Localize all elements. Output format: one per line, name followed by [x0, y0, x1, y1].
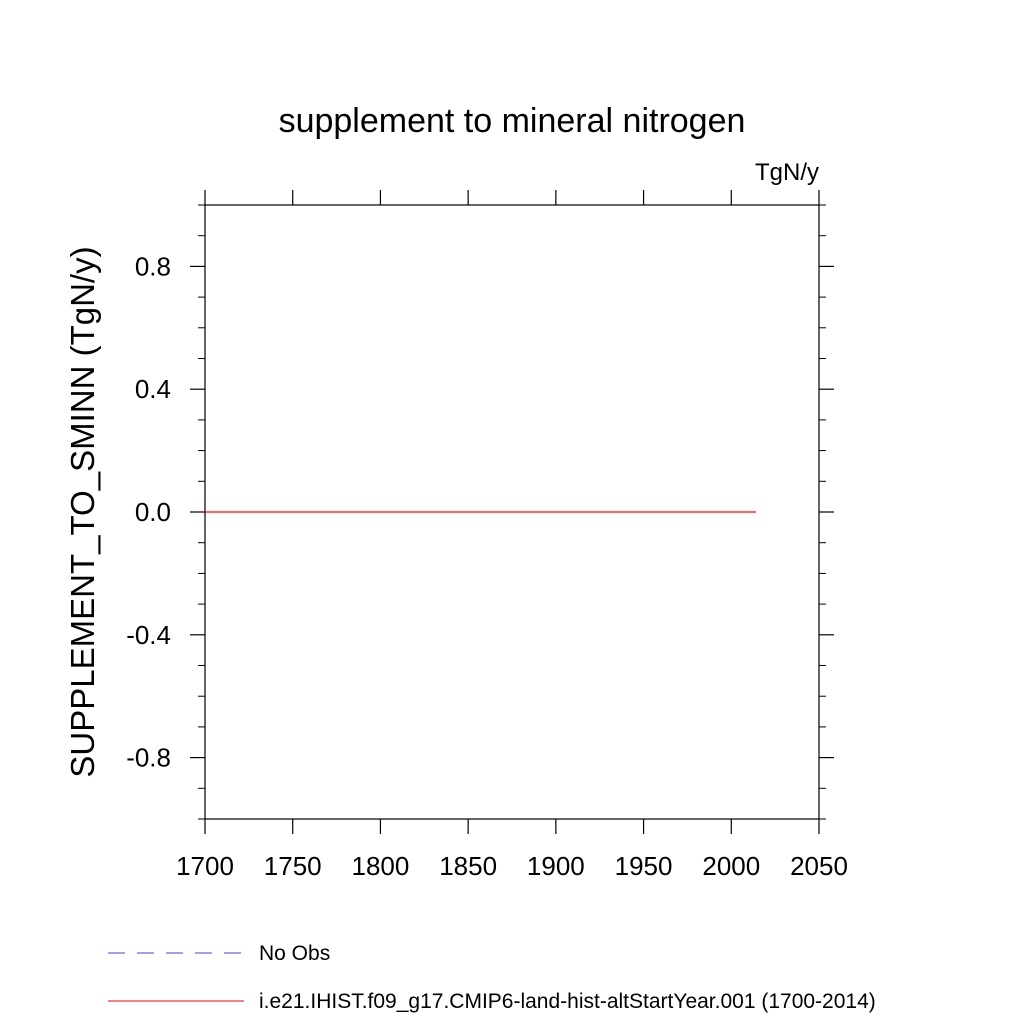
x-tick-label: 2050 — [790, 851, 848, 881]
y-axis-label: SUPPLEMENT_TO_SMINN (TgN/y) — [64, 246, 101, 777]
y-tick-label: 0.0 — [135, 497, 171, 527]
x-tick-label: 1850 — [439, 851, 497, 881]
y-tick-label: 0.8 — [135, 251, 171, 281]
legend: No Obs i.e21.IHIST.f09_g17.CMIP6-land-his… — [108, 942, 876, 1013]
x-tick-label: 1800 — [352, 851, 410, 881]
x-tick-label: 2000 — [702, 851, 760, 881]
y-tick-label: -0.8 — [126, 743, 171, 773]
x-tick-label: 1700 — [176, 851, 234, 881]
y-tick-label: -0.4 — [126, 620, 171, 650]
units-label: TgN/y — [755, 159, 819, 186]
x-tick-label: 1900 — [527, 851, 585, 881]
y-tick-label: 0.4 — [135, 374, 171, 404]
axes: 1700 1750 1800 1850 1900 1950 2000 2050 0.8 0.4 0.… — [126, 190, 848, 881]
x-tick-label: 1750 — [264, 851, 322, 881]
legend-label: i.e21.IHIST.f09_g17.CMIP6-land-hist-altS… — [259, 990, 876, 1013]
legend-label: No Obs — [259, 942, 330, 965]
x-tick-label: 1950 — [615, 851, 673, 881]
chart-title: supplement to mineral nitrogen — [279, 102, 746, 140]
